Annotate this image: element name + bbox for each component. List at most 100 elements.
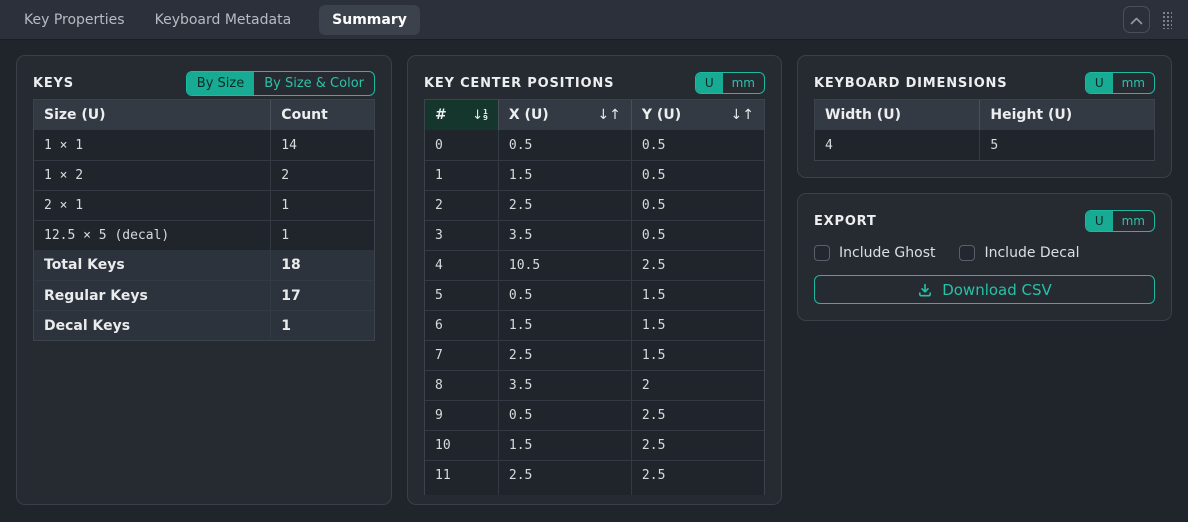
table-cell: 1 × 1 bbox=[34, 130, 271, 160]
table-row-partial bbox=[425, 490, 764, 495]
keys-header-size: Size (U) bbox=[34, 100, 271, 130]
table-cell: 10 bbox=[425, 431, 498, 460]
tab-keyboard-metadata[interactable]: Keyboard Metadata bbox=[154, 11, 292, 28]
include-ghost-checkbox[interactable]: Include Ghost bbox=[814, 245, 935, 261]
unit-mm-option[interactable]: mm bbox=[1121, 76, 1145, 90]
table-cell: 2 bbox=[270, 161, 374, 190]
grip-dots-icon[interactable] bbox=[1162, 10, 1172, 29]
table-cell: 10.5 bbox=[497, 251, 631, 280]
toggle-by-size[interactable]: By Size bbox=[186, 71, 255, 95]
table-cell: 2 bbox=[425, 191, 498, 220]
table-cell: 2.5 bbox=[630, 401, 764, 430]
table-row: 1 × 1 14 bbox=[34, 130, 374, 160]
table-row: Total Keys 18 bbox=[34, 250, 374, 280]
table-cell: Total Keys bbox=[34, 250, 271, 280]
table-cell: 11 bbox=[425, 461, 498, 490]
table-cell: 2.5 bbox=[497, 461, 631, 490]
table-cell: 0.5 bbox=[630, 130, 764, 160]
dimensions-unit-toggle: U mm bbox=[1084, 72, 1155, 94]
table-cell: 6 bbox=[425, 311, 498, 340]
table-cell: 2 × 1 bbox=[34, 191, 271, 220]
positions-header-y[interactable]: Y (U) ↓↑ bbox=[630, 100, 764, 130]
unit-u-option[interactable]: U bbox=[695, 73, 723, 93]
tab-key-properties[interactable]: Key Properties bbox=[24, 11, 125, 28]
table-cell: 2.5 bbox=[630, 461, 764, 490]
unit-mm-option[interactable]: mm bbox=[1121, 214, 1145, 228]
table-cell: 2.5 bbox=[630, 431, 764, 460]
include-decal-checkbox[interactable]: Include Decal bbox=[959, 245, 1079, 261]
summary-page: KEYS By Size By Size & Color Size (U) Co… bbox=[0, 40, 1188, 520]
download-csv-label: Download CSV bbox=[942, 280, 1052, 299]
unit-u-option[interactable]: U bbox=[1085, 73, 1113, 93]
table-row: 11 2.5 2.5 bbox=[425, 460, 764, 490]
keys-group-toggle: By Size By Size & Color bbox=[185, 70, 375, 96]
chevron-up-icon bbox=[1130, 10, 1143, 29]
tab-summary[interactable]: Summary bbox=[319, 4, 420, 35]
table-cell: 1 bbox=[270, 221, 374, 250]
unit-mm-option[interactable]: mm bbox=[731, 76, 755, 90]
sort-both-arrows-icon: ↓↑ bbox=[597, 107, 621, 123]
table-cell: 18 bbox=[270, 250, 374, 280]
table-cell: 14 bbox=[270, 130, 374, 160]
table-row: 6 1.5 1.5 bbox=[425, 310, 764, 340]
tab-bar: Key Properties Keyboard Metadata Summary bbox=[22, 4, 1123, 35]
table-cell: 2.5 bbox=[497, 341, 631, 370]
checkbox-label: Include Decal bbox=[984, 245, 1080, 261]
table-row: 0 0.5 0.5 bbox=[425, 130, 764, 160]
table-row: 7 2.5 1.5 bbox=[425, 340, 764, 370]
table-cell: 1 bbox=[425, 161, 498, 190]
table-cell: Regular Keys bbox=[34, 281, 271, 310]
checkbox-box[interactable] bbox=[959, 245, 976, 261]
dimensions-header-width: Width (U) bbox=[815, 100, 980, 130]
table-cell: 1.5 bbox=[497, 161, 631, 190]
table-cell: 4 bbox=[425, 251, 498, 280]
checkbox-label: Include Ghost bbox=[839, 245, 936, 261]
top-bar: Key Properties Keyboard Metadata Summary bbox=[0, 0, 1188, 40]
positions-unit-toggle: U mm bbox=[694, 72, 765, 94]
keys-table-header: Size (U) Count bbox=[34, 100, 374, 130]
download-csv-button[interactable]: Download CSV bbox=[814, 275, 1155, 304]
table-row: Decal Keys 1 bbox=[34, 310, 374, 340]
keys-header-count: Count bbox=[270, 100, 374, 130]
table-cell: 5 bbox=[979, 130, 1154, 160]
table-cell: 2.5 bbox=[497, 191, 631, 220]
table-cell: 12.5 × 5 (decal) bbox=[34, 221, 271, 250]
table-cell: 4 bbox=[815, 130, 980, 160]
positions-header-x[interactable]: X (U) ↓↑ bbox=[497, 100, 631, 130]
dimensions-panel-title: KEYBOARD DIMENSIONS bbox=[814, 75, 1008, 91]
table-row: 12.5 × 5 (decal) 1 bbox=[34, 220, 374, 250]
table-row: 8 3.5 2 bbox=[425, 370, 764, 400]
table-cell: 1.5 bbox=[497, 431, 631, 460]
table-cell: 9 bbox=[425, 401, 498, 430]
table-row: 10 1.5 2.5 bbox=[425, 430, 764, 460]
topbar-actions bbox=[1123, 6, 1178, 33]
keys-panel-title: KEYS bbox=[33, 75, 74, 91]
keys-panel: KEYS By Size By Size & Color Size (U) Co… bbox=[16, 55, 392, 505]
collapse-panel-button[interactable] bbox=[1123, 6, 1150, 33]
table-cell: 7 bbox=[425, 341, 498, 370]
table-cell: 0 bbox=[425, 130, 498, 160]
table-cell: 1.5 bbox=[630, 311, 764, 340]
unit-u-option[interactable]: U bbox=[1085, 211, 1113, 231]
table-row: 5 0.5 1.5 bbox=[425, 280, 764, 310]
table-cell: 1.5 bbox=[497, 311, 631, 340]
toggle-by-size-color[interactable]: By Size & Color bbox=[264, 75, 364, 91]
table-cell: 0.5 bbox=[497, 281, 631, 310]
table-cell: 3.5 bbox=[497, 371, 631, 400]
table-cell: 0.5 bbox=[630, 161, 764, 190]
checkbox-box[interactable] bbox=[814, 245, 830, 261]
table-cell: 1 bbox=[270, 311, 374, 340]
download-icon bbox=[917, 282, 933, 298]
table-cell: 1.5 bbox=[630, 281, 764, 310]
table-cell: 1 × 2 bbox=[34, 161, 271, 190]
